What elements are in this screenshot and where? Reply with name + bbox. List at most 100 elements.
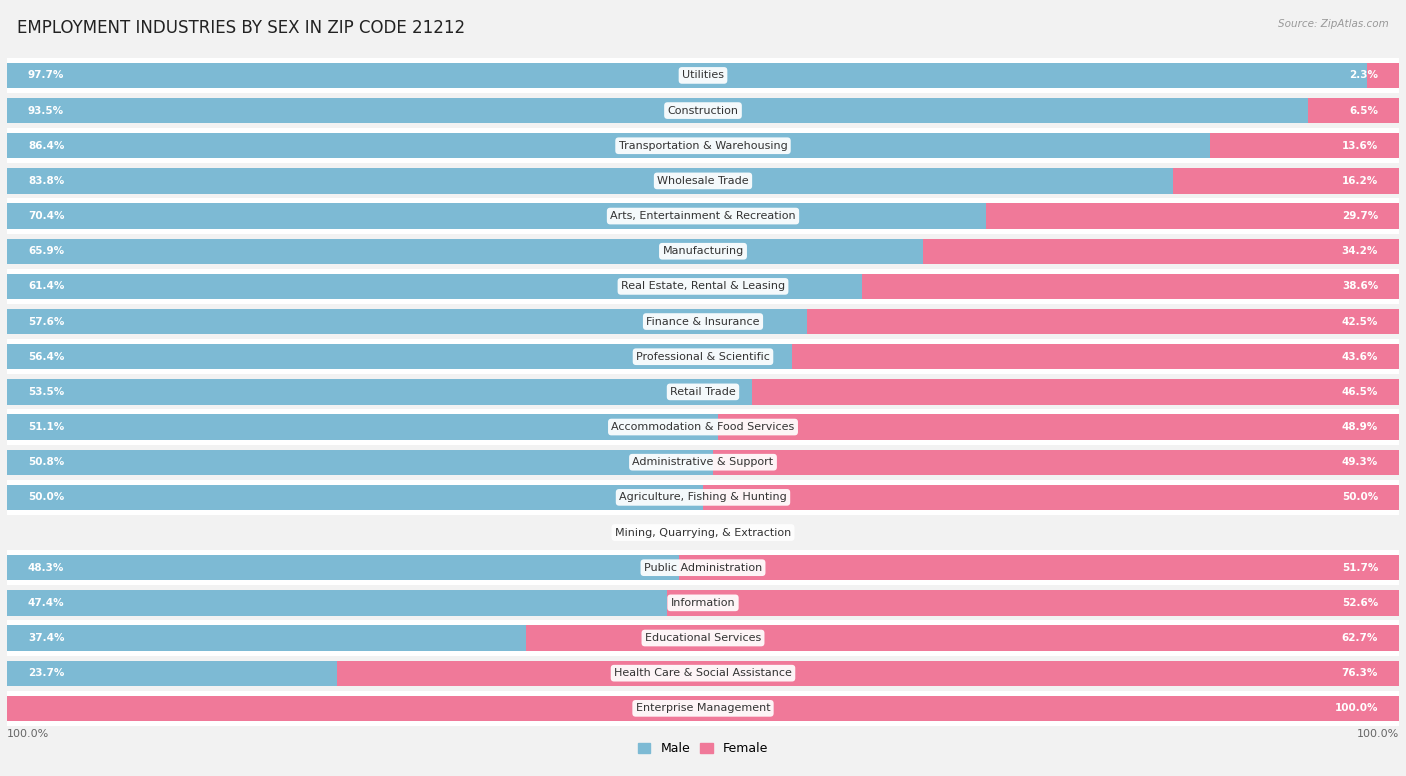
Bar <box>7 656 1399 691</box>
Text: 23.7%: 23.7% <box>28 668 65 678</box>
Bar <box>7 238 924 264</box>
Bar <box>7 625 527 650</box>
Text: 52.6%: 52.6% <box>1341 598 1378 608</box>
Bar <box>7 98 1309 123</box>
Text: 50.8%: 50.8% <box>28 457 65 467</box>
Text: EMPLOYMENT INDUSTRIES BY SEX IN ZIP CODE 21212: EMPLOYMENT INDUSTRIES BY SEX IN ZIP CODE… <box>17 19 465 37</box>
Bar <box>7 163 1399 199</box>
Bar <box>7 63 1367 88</box>
Text: Wholesale Trade: Wholesale Trade <box>657 176 749 186</box>
Bar <box>752 379 1399 404</box>
Text: 56.4%: 56.4% <box>28 352 65 362</box>
Bar <box>526 625 1399 650</box>
Bar <box>7 133 1209 158</box>
Text: 50.0%: 50.0% <box>1341 492 1378 502</box>
Text: 34.2%: 34.2% <box>1341 246 1378 256</box>
Text: Information: Information <box>671 598 735 608</box>
Bar <box>1367 63 1399 88</box>
Bar <box>679 555 1399 580</box>
Bar <box>7 93 1399 128</box>
Text: 16.2%: 16.2% <box>1341 176 1378 186</box>
Text: 86.4%: 86.4% <box>28 140 65 151</box>
Text: 61.4%: 61.4% <box>28 282 65 292</box>
Text: 37.4%: 37.4% <box>28 633 65 643</box>
Bar <box>7 304 1399 339</box>
Text: Construction: Construction <box>668 106 738 116</box>
Text: Accommodation & Food Services: Accommodation & Food Services <box>612 422 794 432</box>
Bar <box>7 234 1399 268</box>
Text: 97.7%: 97.7% <box>28 71 65 81</box>
Text: 2.3%: 2.3% <box>1350 71 1378 81</box>
Bar <box>7 199 1399 234</box>
Text: 93.5%: 93.5% <box>28 106 65 116</box>
Text: 76.3%: 76.3% <box>1341 668 1378 678</box>
Bar <box>7 414 718 440</box>
Text: 50.0%: 50.0% <box>28 492 65 502</box>
Text: Health Care & Social Assistance: Health Care & Social Assistance <box>614 668 792 678</box>
Bar <box>666 591 1399 615</box>
Bar <box>7 621 1399 656</box>
Text: Public Administration: Public Administration <box>644 563 762 573</box>
Bar <box>1309 98 1399 123</box>
Bar <box>7 309 808 334</box>
Text: 38.6%: 38.6% <box>1341 282 1378 292</box>
Bar <box>862 274 1399 299</box>
Bar <box>7 203 987 229</box>
Bar <box>7 339 1399 374</box>
Text: 51.7%: 51.7% <box>1341 563 1378 573</box>
Text: Real Estate, Rental & Leasing: Real Estate, Rental & Leasing <box>621 282 785 292</box>
Text: Utilities: Utilities <box>682 71 724 81</box>
Text: 62.7%: 62.7% <box>1341 633 1378 643</box>
Bar <box>713 449 1399 475</box>
Bar <box>7 480 1399 515</box>
Bar <box>7 58 1399 93</box>
Text: 42.5%: 42.5% <box>1341 317 1378 327</box>
Bar <box>7 550 1399 585</box>
Text: Source: ZipAtlas.com: Source: ZipAtlas.com <box>1278 19 1389 29</box>
Text: Arts, Entertainment & Recreation: Arts, Entertainment & Recreation <box>610 211 796 221</box>
Bar <box>7 374 1399 410</box>
Bar <box>986 203 1399 229</box>
Bar <box>7 585 1399 621</box>
Text: 51.1%: 51.1% <box>28 422 65 432</box>
Bar <box>792 344 1399 369</box>
Text: Enterprise Management: Enterprise Management <box>636 703 770 713</box>
Text: 13.6%: 13.6% <box>1341 140 1378 151</box>
Text: Educational Services: Educational Services <box>645 633 761 643</box>
Bar <box>703 485 1399 510</box>
Text: Mining, Quarrying, & Extraction: Mining, Quarrying, & Extraction <box>614 528 792 538</box>
Bar <box>7 168 1174 193</box>
Bar <box>7 379 752 404</box>
Text: 53.5%: 53.5% <box>28 387 65 397</box>
Text: 65.9%: 65.9% <box>28 246 65 256</box>
Text: Retail Trade: Retail Trade <box>671 387 735 397</box>
Text: 57.6%: 57.6% <box>28 317 65 327</box>
Text: 29.7%: 29.7% <box>1341 211 1378 221</box>
Bar <box>1174 168 1399 193</box>
Text: Manufacturing: Manufacturing <box>662 246 744 256</box>
Bar <box>807 309 1399 334</box>
Text: 100.0%: 100.0% <box>1334 703 1378 713</box>
Bar <box>7 555 679 580</box>
Text: 6.5%: 6.5% <box>1350 106 1378 116</box>
Legend: Male, Female: Male, Female <box>633 737 773 760</box>
Bar <box>7 660 337 686</box>
Bar <box>7 696 1399 721</box>
Text: 48.9%: 48.9% <box>1341 422 1378 432</box>
Bar <box>7 445 1399 480</box>
Bar <box>718 414 1399 440</box>
Text: 43.6%: 43.6% <box>1341 352 1378 362</box>
Text: Finance & Insurance: Finance & Insurance <box>647 317 759 327</box>
Bar <box>7 344 792 369</box>
Bar <box>7 268 1399 304</box>
Text: Administrative & Support: Administrative & Support <box>633 457 773 467</box>
Bar <box>7 410 1399 445</box>
Text: 48.3%: 48.3% <box>28 563 65 573</box>
Text: 100.0%: 100.0% <box>7 729 49 739</box>
Bar <box>922 238 1399 264</box>
Bar <box>7 591 666 615</box>
Text: 46.5%: 46.5% <box>1341 387 1378 397</box>
Text: 47.4%: 47.4% <box>28 598 65 608</box>
Text: Professional & Scientific: Professional & Scientific <box>636 352 770 362</box>
Text: 49.3%: 49.3% <box>1341 457 1378 467</box>
